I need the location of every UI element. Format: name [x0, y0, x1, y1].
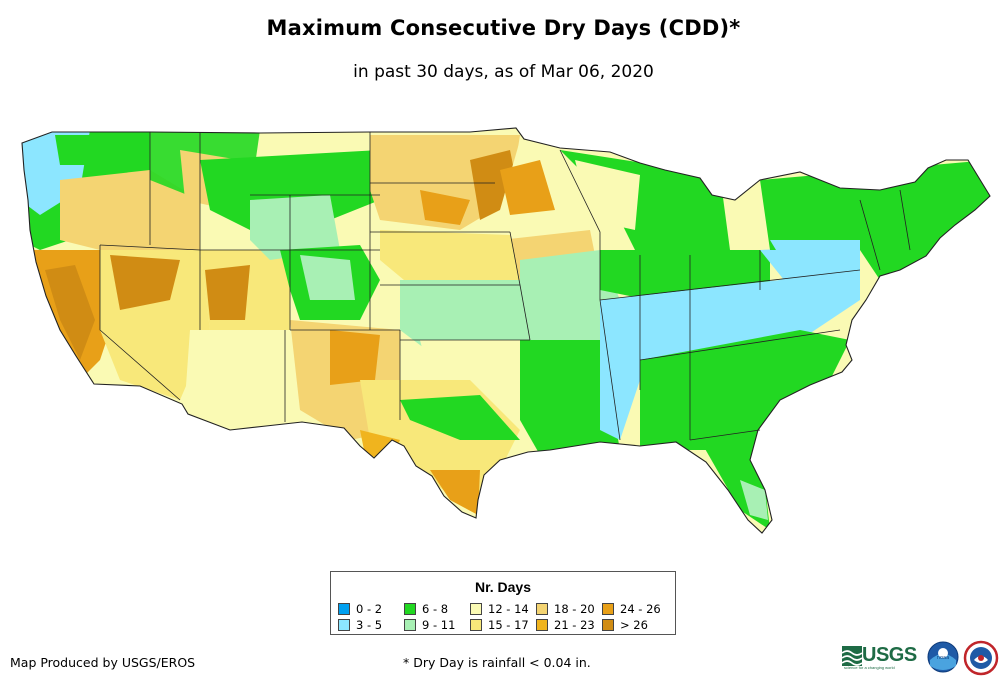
legend-grid: 0 - 2 3 - 5 6 - 8 9 - 11 12 - 14 15 - 17…: [338, 601, 668, 633]
dry-day-footnote: * Dry Day is rainfall < 0.04 in.: [403, 655, 591, 670]
legend-swatch: [470, 619, 482, 631]
usgs-tagline: science for a changing world: [844, 665, 895, 670]
legend-item: 12 - 14: [470, 601, 536, 617]
nws-logo-icon: [963, 640, 999, 676]
map-subtitle: in past 30 days, as of Mar 06, 2020: [353, 62, 654, 82]
usgs-logo: USGS science for a changing world: [842, 644, 920, 672]
legend-swatch: [470, 603, 482, 615]
noaa-text: noaa: [937, 655, 949, 661]
legend-item: 15 - 17: [470, 617, 536, 633]
legend-item: 24 - 26: [602, 601, 668, 617]
legend-swatch: [536, 619, 548, 631]
legend-item: > 26: [602, 617, 668, 633]
legend-title: Nr. Days: [474, 579, 532, 595]
noaa-logo-icon: noaa: [927, 641, 959, 673]
legend-item: 18 - 20: [536, 601, 602, 617]
legend: Nr. Days 0 - 2 3 - 5 6 - 8 9 - 11 12 - 1…: [330, 571, 676, 635]
legend-item: 6 - 8: [404, 601, 470, 617]
usgs-wave-icon: [842, 646, 862, 666]
legend-label: 15 - 17: [488, 618, 529, 632]
map-producer-credit: Map Produced by USGS/EROS: [10, 655, 196, 670]
map-title: Maximum Consecutive Dry Days (CDD)*: [266, 16, 741, 40]
legend-item: 21 - 23: [536, 617, 602, 633]
legend-swatch: [602, 619, 614, 631]
legend-label: 6 - 8: [422, 602, 449, 616]
legend-swatch: [602, 603, 614, 615]
legend-swatch: [536, 603, 548, 615]
legend-label: > 26: [620, 618, 648, 632]
legend-swatch: [338, 603, 350, 615]
usgs-wordmark: USGS: [862, 644, 917, 666]
legend-swatch: [404, 603, 416, 615]
legend-item: 0 - 2: [338, 601, 404, 617]
legend-label: 9 - 11: [422, 618, 456, 632]
legend-label: 3 - 5: [356, 618, 383, 632]
legend-swatch: [404, 619, 416, 631]
legend-swatch: [338, 619, 350, 631]
legend-label: 0 - 2: [356, 602, 383, 616]
state-borders: [99, 132, 911, 441]
legend-label: 21 - 23: [554, 618, 595, 632]
legend-item: 3 - 5: [338, 617, 404, 633]
legend-label: 24 - 26: [620, 602, 661, 616]
legend-item: 9 - 11: [404, 617, 470, 633]
legend-label: 18 - 20: [554, 602, 595, 616]
legend-label: 12 - 14: [488, 602, 529, 616]
agency-logos: USGS science for a changing world noaa: [842, 640, 1002, 676]
cdd-color-regions: [22, 128, 990, 533]
